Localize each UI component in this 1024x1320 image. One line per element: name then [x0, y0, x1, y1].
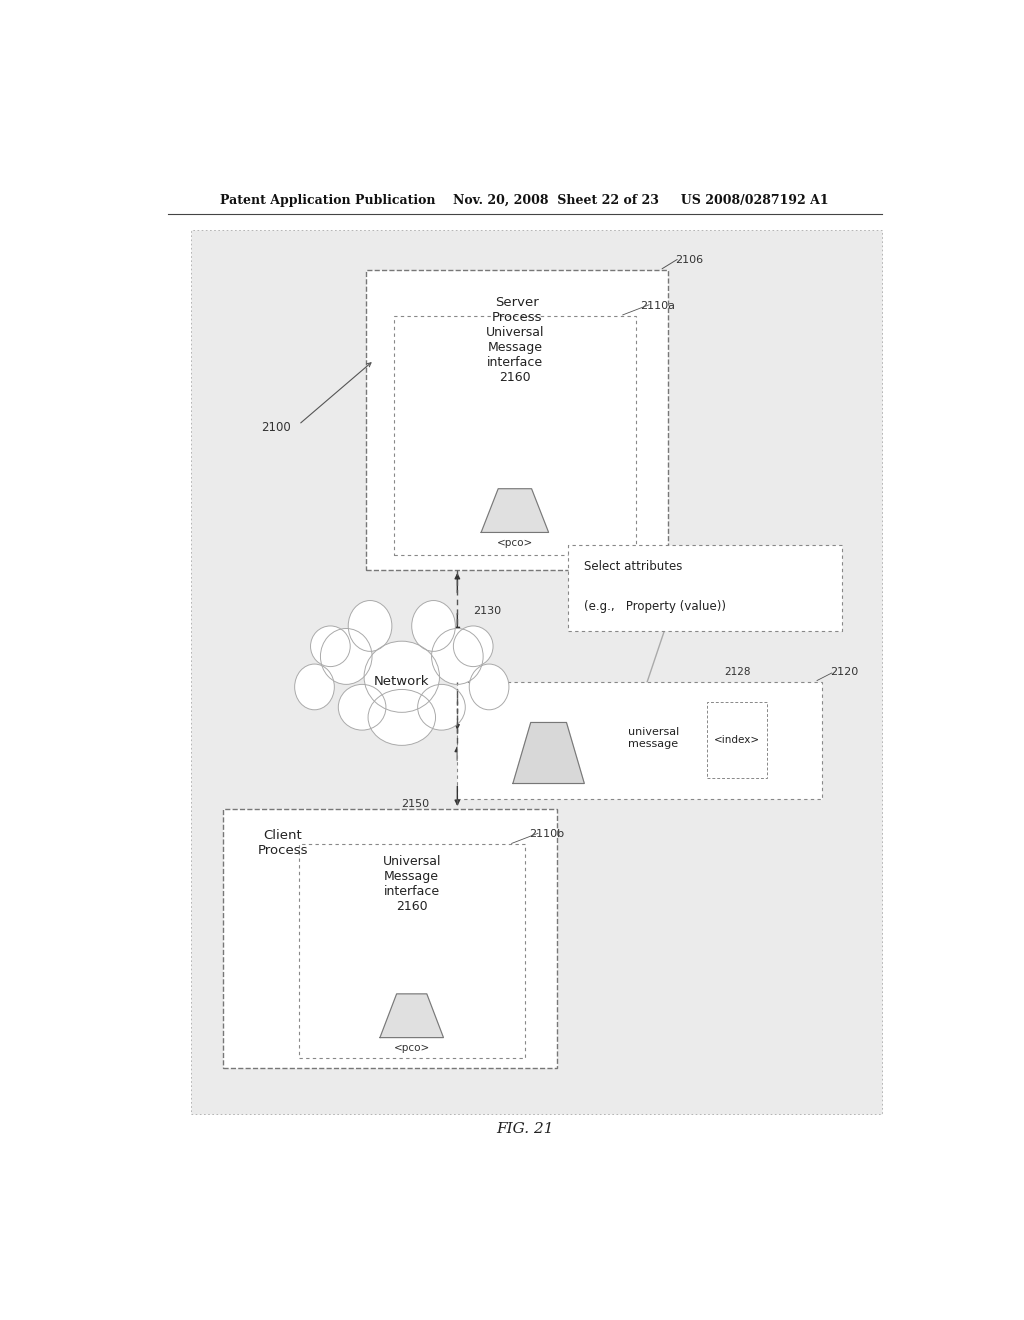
Ellipse shape: [431, 628, 483, 684]
Text: Patent Application Publication    Nov. 20, 2008  Sheet 22 of 23     US 2008/0287: Patent Application Publication Nov. 20, …: [220, 194, 829, 206]
Ellipse shape: [412, 601, 456, 651]
Ellipse shape: [368, 689, 435, 746]
Text: (e.g.,   Property (value)): (e.g., Property (value)): [585, 599, 726, 612]
FancyBboxPatch shape: [568, 545, 842, 631]
Ellipse shape: [310, 626, 350, 667]
Text: Server
Process: Server Process: [492, 296, 542, 323]
FancyBboxPatch shape: [394, 315, 636, 554]
Ellipse shape: [295, 664, 334, 710]
Text: <index>: <index>: [714, 735, 760, 746]
Text: <pco>: <pco>: [393, 1043, 430, 1052]
Ellipse shape: [338, 684, 386, 730]
FancyBboxPatch shape: [458, 682, 822, 799]
Text: 2150: 2150: [401, 799, 430, 809]
Ellipse shape: [348, 601, 392, 651]
Text: 2110a: 2110a: [640, 301, 675, 312]
Ellipse shape: [321, 628, 372, 684]
Ellipse shape: [365, 642, 439, 713]
Text: 2124: 2124: [465, 667, 492, 677]
Text: 2100: 2100: [261, 421, 291, 434]
Text: Network: Network: [374, 676, 429, 688]
Ellipse shape: [454, 626, 493, 667]
Polygon shape: [513, 722, 585, 784]
Polygon shape: [380, 994, 443, 1038]
Text: 2106: 2106: [676, 255, 703, 265]
FancyBboxPatch shape: [191, 230, 882, 1114]
Text: Universal
Message
interface
2160: Universal Message interface 2160: [382, 854, 441, 912]
FancyBboxPatch shape: [367, 271, 668, 570]
Ellipse shape: [418, 684, 465, 730]
Text: 2130: 2130: [473, 606, 502, 615]
FancyBboxPatch shape: [299, 845, 524, 1057]
Text: <pco>: <pco>: [497, 537, 534, 548]
FancyBboxPatch shape: [708, 702, 767, 779]
Text: 2120: 2120: [830, 667, 858, 677]
Text: Universal
Message
interface
2160: Universal Message interface 2160: [485, 326, 544, 384]
Text: 2122: 2122: [423, 667, 450, 677]
Ellipse shape: [469, 664, 509, 710]
Text: 2110b: 2110b: [528, 829, 564, 840]
Text: 2128: 2128: [724, 667, 751, 677]
Text: Client
Process: Client Process: [257, 829, 308, 857]
FancyBboxPatch shape: [223, 809, 557, 1068]
Text: FIG. 21: FIG. 21: [496, 1122, 554, 1137]
Text: universal
message: universal message: [628, 727, 679, 748]
Polygon shape: [481, 488, 549, 532]
Text: Select attributes: Select attributes: [585, 560, 683, 573]
